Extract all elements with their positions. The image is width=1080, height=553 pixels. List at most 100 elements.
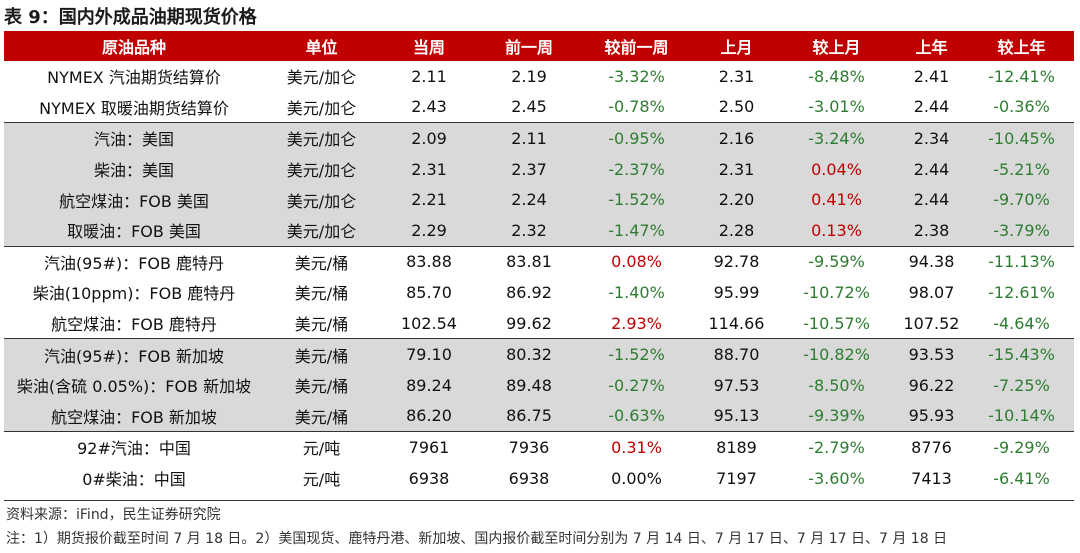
table-cell: 2.93% (611, 313, 662, 333)
header-row: 原油品种 单位 当周 前一周 较前一周 上月 较上月 上年 较上年 (4, 31, 1074, 61)
table-cell: 2.37 (479, 153, 579, 185)
table-cell: 7413 (911, 468, 952, 488)
table-row: 柴油：美国 美元/加仑 2.31 2.37 -2.37% 2.31 0.04% 2.44 -5.… (4, 153, 1074, 185)
table-row: 取暖油：FOB 美国 美元/加仑 2.29 2.32 -1.47% 2.28 0.13% 2.… (4, 214, 1074, 247)
table-bottom-rule (4, 500, 1074, 501)
table-cell: 2.11 (411, 66, 447, 86)
table-cell: 2.31 (694, 153, 779, 185)
table-cell: 2.19 (511, 66, 547, 86)
table-cell: -10.57% (803, 313, 870, 333)
table-cell: 8189 (694, 431, 779, 463)
table-cell: 86.20 (379, 400, 479, 432)
table-cell: -3.60% (808, 468, 865, 488)
column-header: 上月 (694, 31, 779, 61)
table-cell: 2.44 (894, 153, 969, 185)
table-cell: 0.13% (779, 214, 894, 247)
table-cell: 88.70 (694, 338, 779, 370)
table-cell: 2.34 (894, 122, 969, 154)
product-name-cell: 航空煤油：FOB 美国 (4, 184, 264, 215)
product-name-cell: 航空煤油：FOB 新加坡 (4, 400, 264, 432)
table-cell: 0.31% (579, 431, 694, 463)
column-header: 较前一周 (579, 31, 694, 61)
table-cell: 美元/桶 (264, 369, 379, 401)
table-cell: -11.13% (969, 245, 1074, 278)
table-cell: 美元/加仑 (264, 214, 379, 247)
table-cell: -12.41% (988, 66, 1055, 86)
table-cell: -3.01% (808, 97, 865, 117)
table-cell: 95.99 (713, 282, 760, 302)
table-row: 柴油(含硫 0.05%)：FOB 新加坡 美元/桶 89.24 89.48 -0.27%… (4, 369, 1074, 401)
table-cell: 2.28 (694, 214, 779, 247)
product-name-cell: 柴油(含硫 0.05%)：FOB 新加坡 (4, 369, 264, 401)
table-row: 汽油(95#)：FOB 新加坡 美元/桶 79.10 80.32 -1.52% 88.70… (4, 338, 1074, 370)
table-cell: 102.54 (401, 313, 457, 333)
table-cell: 7197 (716, 468, 757, 488)
table-cell: 86.92 (506, 282, 552, 302)
table-cell: 2.45 (511, 97, 547, 117)
table-cell: 美元/桶 (294, 315, 349, 335)
table-cell: 2.38 (894, 214, 969, 247)
table-row: 航空煤油：FOB 美国 美元/加仑 2.21 2.24 -1.52% 2.20 0.41% 2… (4, 184, 1074, 215)
table-cell: 2.09 (379, 122, 479, 154)
product-name-cell: 柴油(10ppm)：FOB 鹿特丹 (32, 284, 236, 304)
table-cell: -6.41% (993, 468, 1050, 488)
table-cell: 2.16 (694, 122, 779, 154)
product-name-cell: 汽油(95#)：FOB 鹿特丹 (4, 245, 264, 278)
table-cell: 99.62 (506, 313, 552, 333)
table-cell: 2.44 (913, 97, 950, 117)
table-row: 0#柴油：中国 元/吨 6938 6938 0.00% 7197 -3.60% 7413 -6.… (4, 463, 1074, 494)
column-header: 单位 (264, 31, 379, 61)
column-header: 当周 (379, 31, 479, 61)
table-title: 表 9：国内外成品油期现货价格 (4, 7, 257, 28)
table-cell: 2.41 (913, 66, 950, 86)
table-cell: 8776 (894, 431, 969, 463)
table-cell: 83.81 (479, 245, 579, 278)
product-name-cell: 汽油(95#)：FOB 新加坡 (4, 338, 264, 370)
table-cell: 114.66 (708, 313, 765, 333)
table-row: 汽油：美国 美元/加仑 2.09 2.11 -0.95% 2.16 -3.24% 2.34 -1… (4, 122, 1074, 154)
table-cell: 美元/加仑 (264, 153, 379, 185)
table-row: 柴油(10ppm)：FOB 鹿特丹 美元/桶 85.70 86.92 -1.40% 95.… (4, 277, 1074, 308)
table-cell: 美元/加仑 (264, 122, 379, 154)
footnote: 注：1）期货报价截至时间 7 月 18 日。2）美国现货、鹿特丹港、新加坡、国内… (6, 531, 948, 547)
product-name-cell: 汽油：美国 (4, 122, 264, 154)
table-cell: 95.13 (694, 400, 779, 432)
table-cell: 79.10 (379, 338, 479, 370)
product-name-cell: 取暖油：FOB 美国 (4, 214, 264, 247)
table-cell: 美元/桶 (264, 400, 379, 432)
table-cell: 95.93 (894, 400, 969, 432)
column-header: 前一周 (479, 31, 579, 61)
table-cell: 美元/桶 (264, 338, 379, 370)
table-cell: -0.27% (579, 369, 694, 401)
table-cell: 美元/桶 (264, 245, 379, 278)
table-cell: -8.48% (808, 66, 865, 86)
table-cell: -7.25% (969, 369, 1074, 401)
table-cell: 2.29 (379, 214, 479, 247)
column-header: 原油品种 (4, 31, 264, 61)
table-cell: 6938 (408, 468, 450, 488)
table-cell: 0.08% (579, 245, 694, 278)
table-cell: 美元/加仑 (286, 68, 357, 88)
table-cell: 2.43 (411, 97, 447, 117)
table-cell: 7961 (379, 431, 479, 463)
table-cell: -0.78% (608, 97, 665, 117)
table-cell: -3.24% (779, 122, 894, 154)
column-header: 上年 (894, 31, 969, 61)
table-cell: 元/吨 (302, 470, 341, 490)
table-cell: -0.95% (579, 122, 694, 154)
table-cell: -2.37% (579, 153, 694, 185)
oil-price-table: 原油品种 单位 当周 前一周 较前一周 上月 较上月 上年 较上年 NYMEX 汽油期货结算价美… (4, 31, 1074, 493)
table-cell: 0.04% (779, 153, 894, 185)
table-cell: -15.43% (969, 338, 1074, 370)
product-name-cell: 92#汽油：中国 (4, 431, 264, 463)
table-cell: 6938 (508, 468, 550, 488)
table-row: 汽油(95#)：FOB 鹿特丹 美元/桶 83.88 83.81 0.08% 92.78-… (4, 245, 1074, 278)
table-cell: -2.79% (779, 431, 894, 463)
source-note: 资料来源：iFind，民生证券研究院 (6, 507, 221, 523)
table-cell: 96.22 (894, 369, 969, 401)
table-cell: -9.70% (969, 184, 1074, 215)
table-cell: 89.24 (379, 369, 479, 401)
table-cell: -9.59% (779, 245, 894, 278)
table-cell: 美元/加仑 (264, 184, 379, 215)
table-cell: 2.24 (479, 184, 579, 215)
